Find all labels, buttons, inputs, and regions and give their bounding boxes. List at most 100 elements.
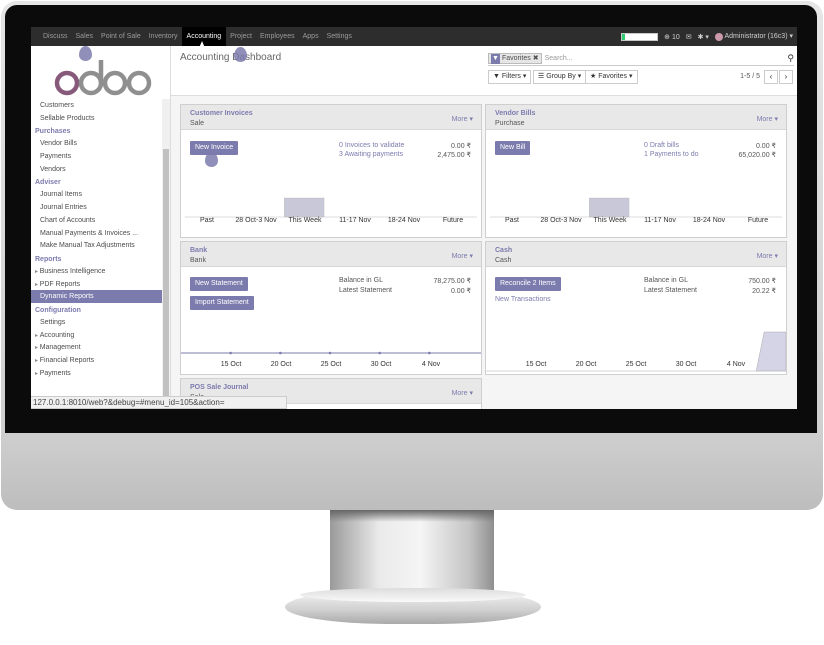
- sidebar-item-sellable-products[interactable]: Sellable Products: [40, 114, 95, 122]
- new-transactions-link[interactable]: New Transactions: [495, 296, 551, 303]
- chart-x-tick-label: Future: [442, 217, 464, 224]
- user-name: Administrator (16c3): [724, 33, 788, 40]
- status-bar-url: 127.0.0.1:8010/web?&debug=#menu_id=105&a…: [31, 396, 287, 409]
- menu-item-accounting[interactable]: Accounting: [181, 27, 227, 46]
- favorites-label: Favorites: [598, 73, 628, 80]
- search-input[interactable]: Search...: [544, 55, 573, 62]
- menu-item-settings[interactable]: Settings: [326, 33, 352, 40]
- scrollbar-thumb[interactable]: [163, 149, 169, 399]
- user-menu[interactable]: Administrator (16c3) ▾: [714, 32, 793, 41]
- sidebar-item-journal-entries[interactable]: Journal Entries: [40, 204, 87, 212]
- bank-line-chart: [181, 327, 481, 367]
- more-dropdown[interactable]: More ▾: [756, 253, 778, 260]
- more-dropdown[interactable]: More ▾: [451, 390, 473, 397]
- chat-icon[interactable]: ✉: [685, 33, 692, 41]
- card-customer-invoices: Customer Invoices Sale More ▾ New Invoic…: [180, 104, 482, 238]
- menu-item-inventory[interactable]: Inventory: [148, 33, 178, 40]
- stand-base-top: [300, 588, 526, 602]
- page-title: Accounting Dashboard: [180, 52, 282, 63]
- sidebar-item-vendor-bills[interactable]: Vendor Bills: [40, 140, 77, 148]
- mouse-cursor-icon: [199, 41, 205, 48]
- sidebar-item-chart-of-accounts[interactable]: Chart of Accounts: [40, 216, 96, 224]
- menu-item-project[interactable]: Project: [230, 33, 252, 40]
- sidebar-item-management[interactable]: Management: [31, 341, 163, 354]
- sidebar-item-dynamic-reports[interactable]: Dynamic Reports: [31, 290, 163, 303]
- chart-x-tick-label: 4 Nov: [726, 361, 746, 368]
- sidebar-item-manual-payments-invoices[interactable]: Manual Payments & Invoices ...: [40, 229, 139, 237]
- sidebar-scrollbar[interactable]: [162, 99, 170, 409]
- card-bank: Bank Bank More ▾ New Statement Import St…: [180, 241, 482, 375]
- chart-x-tick-label: 30 Oct: [675, 361, 697, 368]
- more-label: More: [451, 390, 468, 397]
- search-bar[interactable]: ▼ Favorites ✖ Search... ⚲: [488, 52, 794, 66]
- sidebar-item-business-intelligence[interactable]: Business Intelligence: [31, 265, 163, 278]
- chart-svg: [489, 197, 783, 218]
- reconcile-button[interactable]: Reconcile 2 Items: [495, 277, 561, 291]
- sidebar-item-payments[interactable]: Payments: [31, 367, 163, 380]
- card-cash: Cash Cash More ▾ Reconcile 2 Items New T…: [485, 241, 787, 375]
- sidebar-item-financial-reports[interactable]: Financial Reports: [31, 354, 163, 367]
- this-week-bar: [284, 197, 325, 218]
- card-title[interactable]: Cash: [495, 247, 513, 254]
- chart-x-tick-label: 28 Oct-3 Nov: [235, 217, 277, 224]
- pager-next-button[interactable]: ›: [779, 70, 793, 84]
- invoice-bar-chart: [181, 190, 481, 230]
- stand-shadow: [330, 510, 494, 522]
- more-dropdown[interactable]: More ▾: [451, 253, 473, 260]
- sidebar-item-settings[interactable]: Settings: [40, 318, 66, 326]
- more-label: More: [451, 116, 468, 123]
- latest-statement-label: Latest Statement: [339, 287, 392, 294]
- card-title[interactable]: POS Sale Journal: [190, 384, 249, 391]
- new-statement-button[interactable]: New Statement: [190, 277, 248, 291]
- sidebar-menu: Customers Sellable Products Purchases Vendo…: [31, 99, 163, 379]
- activity-count: 10: [671, 33, 680, 41]
- sidebar: Customers Sellable Products Purchases Vendo…: [31, 46, 171, 409]
- more-dropdown[interactable]: More ▾: [451, 116, 473, 123]
- card-title[interactable]: Vendor Bills: [495, 110, 536, 117]
- menu-item-apps[interactable]: Apps: [302, 33, 319, 40]
- sidebar-item-pdf-reports[interactable]: PDF Reports: [31, 278, 163, 291]
- card-title[interactable]: Customer Invoices: [190, 110, 253, 117]
- new-bill-button[interactable]: New Bill: [495, 141, 531, 155]
- menu-item-sales[interactable]: Sales: [75, 33, 94, 40]
- facet-remove-icon[interactable]: ✖: [532, 54, 539, 62]
- sidebar-item-journal-items[interactable]: Journal Items: [40, 191, 83, 199]
- search-icon[interactable]: ⚲: [787, 53, 794, 63]
- invoices-to-validate-link[interactable]: 0 Invoices to validate: [339, 142, 405, 149]
- chart-x-tick-label: 4 Nov: [421, 361, 441, 368]
- menu-item-employees[interactable]: Employees: [259, 33, 295, 40]
- pager-previous-button[interactable]: ‹: [764, 70, 778, 84]
- new-invoice-button[interactable]: New Invoice: [190, 141, 239, 155]
- debug-icon[interactable]: ✱ ▾: [697, 33, 709, 41]
- this-week-bar: [589, 197, 630, 218]
- awaiting-payments-amount: 2,475.00 ₹: [437, 152, 471, 159]
- card-header: Customer Invoices Sale More ▾: [181, 105, 481, 130]
- activity-icon[interactable]: ⊕ 10: [664, 33, 680, 41]
- monitor-stand-neck: [330, 510, 494, 594]
- main-content: Accounting Dashboard ▼ Favorites ✖ Search.…: [171, 46, 797, 409]
- import-statement-button[interactable]: Import Statement: [190, 296, 254, 310]
- filters-button[interactable]: ▼ Filters ▾: [488, 70, 532, 84]
- sidebar-item-make-manual-tax-adjustments[interactable]: Make Manual Tax Adjustments: [40, 242, 135, 250]
- more-dropdown[interactable]: More ▾: [756, 116, 778, 123]
- search-facet[interactable]: ▼ Favorites ✖: [488, 53, 542, 64]
- draft-bills-link[interactable]: 0 Draft bills: [644, 142, 680, 149]
- chart-svg: [184, 197, 478, 218]
- payments-to-do-amount: 65,020.00 ₹: [738, 152, 776, 159]
- sidebar-item-vendors[interactable]: Vendors: [40, 165, 66, 173]
- groupby-button[interactable]: ☰ Group By ▾: [533, 70, 587, 84]
- sidebar-item-customers[interactable]: Customers: [40, 102, 74, 109]
- card-title[interactable]: Bank: [190, 247, 208, 254]
- sidebar-item-accounting[interactable]: Accounting: [31, 329, 163, 342]
- menu-item-discuss[interactable]: Discuss: [43, 33, 68, 40]
- invoices-to-validate-amount: 0.00 ₹: [450, 143, 471, 150]
- chart-x-tick-label: Past: [504, 217, 520, 224]
- card-vendor-bills: Vendor Bills Purchase More ▾ New Bill 0 …: [485, 104, 787, 238]
- sidebar-item-payments[interactable]: Payments: [40, 153, 72, 161]
- menu-item-point-of-sale[interactable]: Point of Sale: [101, 33, 141, 40]
- chart-x-tick-label: 20 Oct: [270, 361, 292, 368]
- favorites-button[interactable]: ★ Favorites ▾: [585, 70, 638, 84]
- awaiting-payments-link[interactable]: 3 Awaiting payments: [339, 151, 404, 158]
- progress-indicator: [621, 32, 659, 41]
- payments-to-do-link[interactable]: 1 Payments to do: [644, 151, 699, 158]
